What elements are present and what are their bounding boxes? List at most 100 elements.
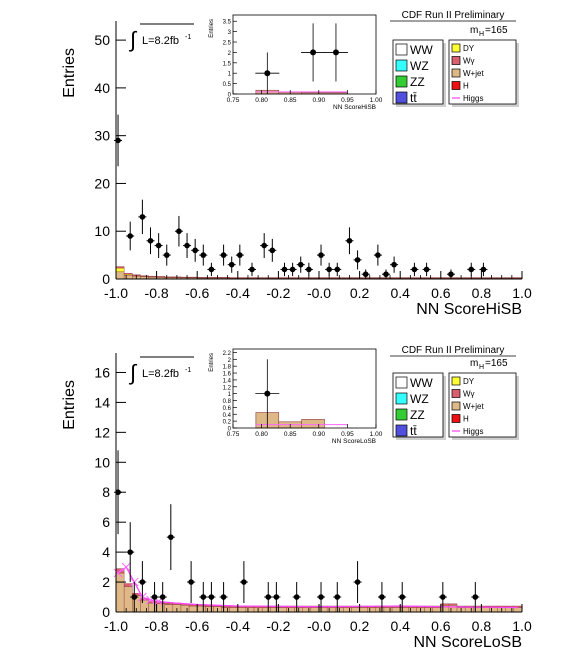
- data-point: [127, 233, 134, 239]
- bkg-bar-wjet: [481, 607, 490, 613]
- data-point: [306, 266, 312, 273]
- legend-label: ZZ: [410, 408, 425, 422]
- legend-swatch: [395, 408, 408, 421]
- legend-label: WZ: [410, 392, 429, 406]
- experiment-label-box: [390, 7, 516, 21]
- data-point: [269, 247, 276, 254]
- data-point: [281, 266, 288, 273]
- inset-background: [207, 345, 382, 450]
- inset-y-tick-label: 0.2: [223, 420, 232, 426]
- x-tick-label: -0.0: [307, 618, 331, 634]
- y-tick-label: 0: [102, 271, 110, 287]
- luminosity-label: L=8.2fb: [142, 368, 179, 380]
- legend-swatch: [395, 75, 408, 88]
- y-tick-label: 10: [94, 454, 110, 470]
- data-point: [228, 261, 235, 268]
- data-point: [115, 489, 121, 496]
- inset-y-axis-title: Entries: [209, 353, 215, 372]
- bkg-bar-wjet: [383, 607, 393, 613]
- top-panel: -1.0 -0.8 -0.6 -0.4 -0.2 -0.0 0.2 0.4 0.6 0.8 1.00…: [61, 7, 532, 318]
- data-point: [318, 594, 324, 600]
- y-tick-label: 40: [94, 80, 110, 96]
- inset-y-tick-label: 1.6: [223, 372, 232, 378]
- y-tick-label: 8: [102, 484, 110, 500]
- mass-label-subscript: H: [479, 31, 484, 38]
- inset-y-tick-label: 0.8: [223, 399, 232, 405]
- x-tick-label: 1.0: [512, 618, 532, 634]
- data-point: [249, 266, 255, 273]
- bkg-bar-wjet: [188, 605, 198, 613]
- data-point: [163, 252, 170, 258]
- higgs-error-hatch: [113, 568, 123, 578]
- data-point: [188, 579, 194, 585]
- inset-y-tick-label: 2.2: [223, 351, 232, 357]
- data-point: [208, 266, 215, 273]
- legend-label: WW: [410, 43, 433, 57]
- data-point: [383, 271, 389, 278]
- data-point: [115, 137, 121, 144]
- legend-swatch: [395, 376, 408, 389]
- inset-x-tick-label: 1.00: [370, 431, 383, 438]
- bkg-bar-wjet: [140, 599, 149, 613]
- bkg-bar-wjet: [115, 572, 125, 613]
- data-point: [261, 242, 267, 249]
- inset-x-tick-label: 0.95: [341, 97, 354, 104]
- legend-label: WW: [410, 376, 433, 390]
- experiment-label: CDF Run II Preliminary: [402, 10, 505, 21]
- y-tick-label: 14: [94, 394, 110, 410]
- inset-y-tick-label: 1: [228, 392, 232, 398]
- bkg-bar-wjet: [343, 607, 352, 613]
- data-point: [346, 237, 353, 244]
- bkg-bar-wjet: [180, 605, 190, 613]
- inset-y-tick-label: 2: [228, 51, 232, 57]
- y-axis-title: Entries: [61, 48, 78, 98]
- bkg-bar-wjet: [156, 603, 165, 613]
- inset-data-point: [264, 390, 271, 397]
- bkg-bar-wjet: [123, 274, 133, 280]
- x-tick-label: 0.4: [390, 285, 410, 301]
- luminosity-exponent: -1: [185, 367, 191, 374]
- data-point: [155, 242, 162, 249]
- inset-y-tick-label: 0: [228, 93, 232, 99]
- y-tick-label: 10: [94, 223, 110, 239]
- x-tick-label: -0.0: [307, 285, 331, 301]
- inset-x-tick-label: 0.95: [341, 431, 354, 438]
- inset-x-axis-title: NN ScoreLoSB: [332, 438, 376, 445]
- bkg-bar-wjet: [400, 607, 409, 613]
- x-tick-label: 0.8: [472, 618, 492, 634]
- higgs-signal-line: [117, 566, 518, 609]
- bkg-bar-wjet: [270, 607, 279, 613]
- legend-swatch: [451, 43, 461, 53]
- inset-bkg-bar: [301, 419, 325, 429]
- bkg-bar-wjet: [229, 607, 238, 613]
- x-tick-label: 1.0: [512, 285, 532, 301]
- integral-sign: ∫: [128, 360, 138, 385]
- x-tick-label: -1.0: [104, 285, 128, 301]
- experiment-label-box: [390, 342, 516, 356]
- bkg-bar-w: [440, 603, 450, 606]
- data-point: [399, 594, 406, 600]
- x-axis-title: NN ScoreLoSB: [414, 634, 523, 651]
- data-point: [334, 594, 341, 600]
- data-point: [440, 594, 446, 600]
- bkg-bar-dy: [115, 267, 125, 273]
- data-point: [423, 266, 430, 273]
- inset-x-axis-title: NN ScoreHiSB: [333, 104, 376, 111]
- bkg-bar-wjet: [123, 586, 133, 613]
- inset-y-axis-title: Entries: [209, 19, 215, 38]
- inset-x-tick-label: 0.90: [312, 431, 325, 438]
- legend-swatch: [451, 68, 461, 78]
- bkg-bar-wjet: [489, 607, 498, 613]
- data-point: [200, 594, 207, 600]
- bkg-bar-wjet: [237, 607, 247, 613]
- bkg-bar-wjet: [408, 607, 417, 613]
- data-point: [151, 594, 158, 600]
- legend-label: W+jet: [463, 69, 484, 78]
- x-axis-title: NN ScoreHiSB: [416, 301, 522, 318]
- inset-x-tick-label: 1.00: [370, 97, 383, 104]
- data-point: [168, 534, 174, 540]
- legend-swatch: [451, 56, 461, 65]
- bkg-bar-wjet: [464, 607, 474, 613]
- legend-label: DY: [463, 44, 475, 53]
- data-point: [326, 266, 332, 273]
